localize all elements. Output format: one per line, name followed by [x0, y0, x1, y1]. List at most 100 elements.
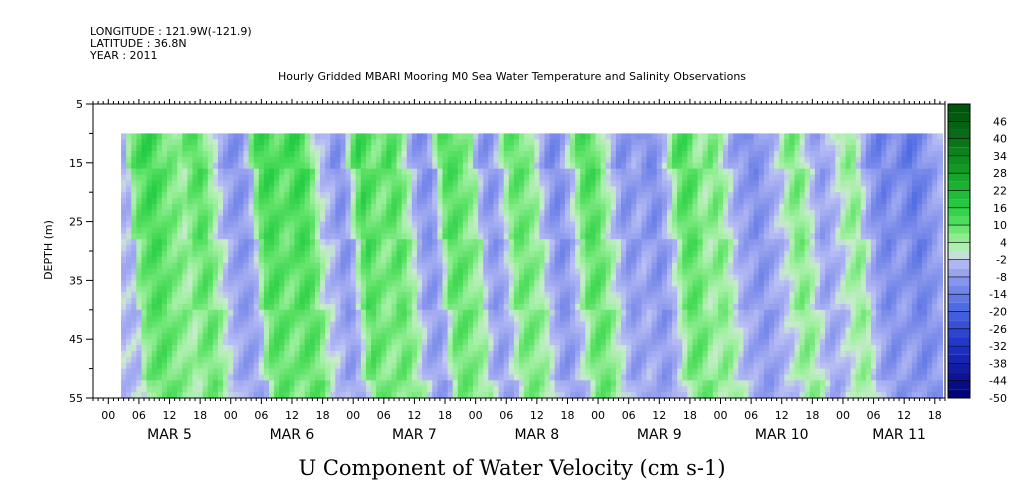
heatmap-cell: [248, 245, 255, 252]
heatmap-cell: [320, 227, 326, 234]
heatmap-cell: [228, 174, 234, 182]
heatmap-cell: [253, 380, 260, 387]
heatmap-cell: [136, 380, 143, 387]
heatmap-cell: [503, 350, 510, 358]
heatmap-cell: [549, 221, 556, 229]
heatmap-cell: [233, 245, 239, 252]
heatmap-cell: [340, 227, 347, 234]
heatmap-cell: [269, 333, 275, 340]
heatmap-cell: [263, 233, 270, 240]
heatmap-cell: [503, 215, 510, 223]
heatmap-cell: [223, 321, 229, 329]
heatmap-cell: [131, 156, 137, 164]
heatmap-cell: [498, 327, 505, 334]
heatmap-cell: [299, 156, 306, 164]
heatmap-cell: [595, 368, 602, 376]
heatmap-cell: [483, 156, 489, 164]
heatmap-cell: [309, 315, 316, 323]
heatmap-cell: [182, 162, 188, 170]
heatmap-cell: [661, 368, 668, 376]
heatmap-cell: [570, 251, 576, 258]
heatmap-cell: [391, 392, 398, 399]
heatmap-cell: [442, 203, 449, 211]
heatmap-cell: [187, 256, 194, 264]
heatmap-cell: [615, 262, 622, 270]
heatmap-cell: [416, 192, 423, 199]
heatmap-cell: [580, 268, 586, 276]
heatmap-cell: [508, 262, 515, 270]
heatmap-cell: [666, 280, 673, 287]
heatmap-cell: [386, 345, 393, 352]
heatmap-cell: [381, 221, 387, 229]
heatmap-cell: [197, 139, 204, 146]
heatmap-cell: [136, 186, 143, 193]
heatmap-cell: [156, 286, 163, 293]
heatmap-cell: [432, 186, 438, 193]
heatmap-cell: [166, 209, 173, 217]
heatmap-cell: [498, 262, 505, 270]
heatmap-cell: [661, 268, 668, 276]
heatmap-cell: [432, 345, 438, 352]
heatmap-cell: [473, 303, 479, 311]
heatmap-cell: [248, 139, 255, 146]
heatmap-cell: [284, 298, 291, 305]
heatmap-cell: [534, 168, 541, 176]
heatmap-cell: [549, 139, 556, 146]
heatmap-cell: [197, 392, 204, 399]
heatmap-cell: [345, 315, 352, 323]
heatmap-cell: [631, 315, 637, 323]
heatmap-cell: [422, 168, 428, 176]
heatmap-cell: [416, 356, 423, 364]
heatmap-cell: [172, 221, 178, 229]
heatmap-cell: [467, 192, 474, 199]
heatmap-cell: [253, 239, 260, 246]
heatmap-cell: [422, 233, 428, 240]
heatmap-cell: [202, 186, 209, 193]
heatmap-cell: [677, 356, 683, 364]
heatmap-cell: [294, 356, 301, 364]
heatmap-cell: [314, 186, 321, 193]
heatmap-cell: [564, 350, 571, 358]
heatmap-cell: [304, 327, 311, 334]
heatmap-cell: [396, 209, 403, 217]
heatmap-cell: [462, 162, 469, 170]
heatmap-cell: [519, 315, 525, 323]
heatmap-cell: [223, 215, 229, 223]
heatmap-cell: [335, 339, 342, 346]
heatmap-cell: [141, 156, 148, 164]
heatmap-cell: [498, 233, 505, 240]
heatmap-cell: [457, 268, 464, 276]
heatmap-cell: [360, 368, 367, 376]
heatmap-cell: [371, 145, 377, 152]
heatmap-cell: [284, 174, 291, 182]
heatmap-cell: [605, 292, 612, 299]
heatmap-cell: [182, 156, 188, 164]
heatmap-cell: [172, 156, 178, 164]
heatmap-cell: [330, 356, 336, 364]
heatmap-cell: [666, 292, 673, 299]
heatmap-cell: [534, 209, 541, 217]
heatmap-cell: [651, 227, 658, 234]
heatmap-cell: [473, 280, 479, 287]
heatmap-cell: [258, 145, 265, 152]
heatmap-cell: [192, 186, 199, 193]
heatmap-cell: [447, 380, 454, 387]
heatmap-cell: [467, 321, 474, 329]
heatmap-cell: [284, 198, 291, 205]
heatmap-cell: [146, 274, 153, 281]
heatmap-cell: [452, 245, 459, 252]
heatmap-cell: [166, 362, 173, 370]
heatmap-cells: [121, 133, 944, 399]
heatmap-cell: [182, 345, 188, 352]
heatmap-cell: [320, 286, 326, 293]
heatmap-cell: [467, 151, 474, 158]
heatmap-cell: [610, 145, 617, 152]
heatmap-cell: [508, 168, 515, 176]
heatmap-cell: [396, 356, 403, 364]
heatmap-cell: [172, 292, 178, 299]
heatmap-cell: [442, 262, 449, 270]
heatmap-cell: [136, 192, 143, 199]
heatmap-cell: [340, 256, 347, 264]
heatmap-cell: [223, 227, 229, 234]
